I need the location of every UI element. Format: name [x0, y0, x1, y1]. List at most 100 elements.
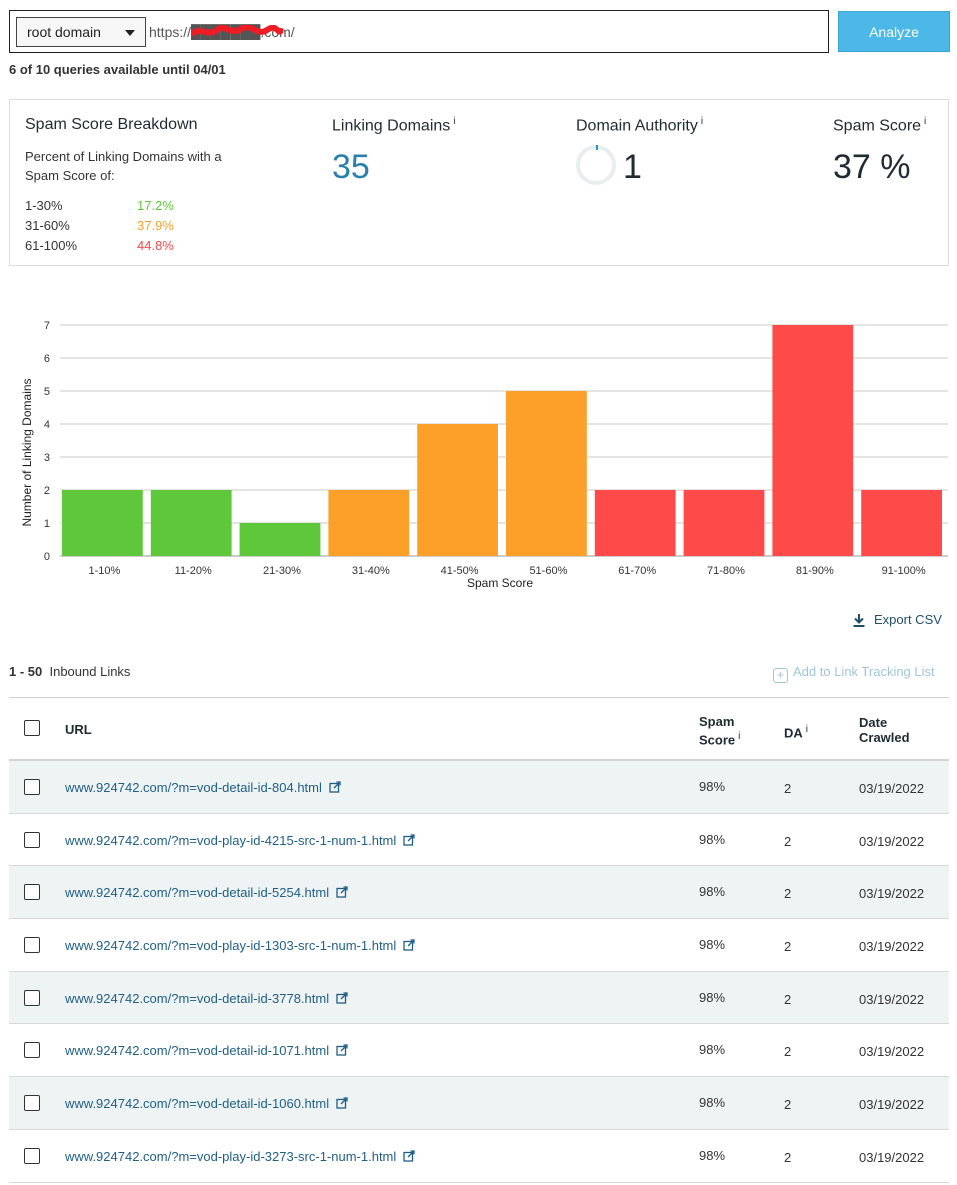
table-row: www.924742.com/?m=vod-detail-id-5254.htm… — [9, 866, 949, 920]
x-tick-label: 21-30% — [263, 565, 301, 577]
table-row: www.924742.com/?m=vod-detail-id-1060.htm… — [9, 1077, 949, 1130]
bar — [328, 490, 410, 556]
da-cell: 2 — [784, 1149, 792, 1165]
breakdown-range: 61-100% — [25, 238, 78, 253]
url-link[interactable]: www.924742.com/?m=vod-play-id-1303-src-1… — [65, 938, 415, 953]
table-header: URL Spam Score i DA i Date Crawled — [9, 697, 949, 761]
y-tick-label: 0 — [44, 551, 50, 563]
breakdown-description: Percent of Linking Domains with a Spam S… — [25, 149, 222, 183]
da-cell: 2 — [784, 1044, 792, 1060]
external-link-icon — [403, 939, 415, 951]
download-icon — [853, 614, 865, 628]
domain-authority-title: Domain Authority i — [576, 116, 704, 135]
x-axis-label: Spam Score — [467, 576, 533, 590]
da-cell: 2 — [784, 939, 792, 955]
column-header-url[interactable]: URL — [65, 722, 92, 737]
y-tick-label: 4 — [44, 419, 50, 431]
date-crawled-cell: 03/19/2022 — [859, 833, 925, 849]
links-table: URL Spam Score i DA i Date Crawled www.924… — [9, 697, 949, 1183]
info-icon[interactable]: i — [738, 731, 741, 742]
plus-icon: + — [773, 668, 788, 683]
scope-select-value: root domain — [27, 24, 101, 40]
external-link-icon — [336, 992, 348, 1004]
url-link[interactable]: www.924742.com/?m=vod-play-id-4215-src-1… — [65, 833, 415, 848]
row-checkbox[interactable] — [24, 831, 40, 848]
da-cell: 2 — [784, 991, 792, 1007]
domain-authority-gauge-fill — [596, 145, 598, 150]
external-link-icon — [336, 1097, 348, 1109]
url-link[interactable]: www.924742.com/?m=vod-play-id-3273-src-1… — [65, 1149, 415, 1164]
x-tick-label: 41-50% — [441, 565, 479, 577]
info-icon[interactable]: i — [805, 724, 809, 735]
breakdown-range: 31-60% — [25, 218, 70, 233]
da-cell: 2 — [784, 1097, 792, 1113]
links-range: 1 - 50 — [9, 664, 43, 679]
da-cell: 2 — [784, 781, 792, 796]
links-label: Inbound Links — [49, 664, 131, 679]
date-crawled-cell: 03/19/2022 — [859, 991, 925, 1007]
external-link-icon — [403, 1150, 415, 1162]
domain-authority-gauge — [576, 145, 616, 185]
table-row: www.924742.com/?m=vod-play-id-3273-src-1… — [9, 1130, 949, 1183]
url-link[interactable]: www.924742.com/?m=vod-detail-id-804.html — [65, 780, 341, 795]
column-header-date-crawled[interactable]: Date Crawled — [859, 715, 910, 745]
table-row: www.924742.com/?m=vod-play-id-4215-src-1… — [9, 814, 949, 867]
add-to-tracking-button[interactable]: + Add to Link Tracking List — [773, 664, 935, 683]
column-header-spam-score[interactable]: Spam Score i — [699, 714, 741, 748]
y-axis-label: Number of Linking Domains — [20, 378, 34, 526]
date-crawled-cell: 03/19/2022 — [859, 1044, 925, 1060]
row-checkbox[interactable] — [24, 989, 40, 1006]
scope-select[interactable]: root domain — [16, 17, 146, 47]
spam-score-cell: 98% — [699, 1147, 726, 1163]
da-cell: 2 — [784, 833, 792, 849]
select-all-checkbox[interactable] — [24, 720, 40, 736]
spam-score-cell: 98% — [699, 884, 726, 900]
bar — [861, 490, 942, 556]
info-icon[interactable]: i — [700, 116, 704, 127]
row-checkbox[interactable] — [24, 779, 40, 795]
info-icon[interactable]: i — [924, 116, 927, 127]
domain-authority-value: 1 — [623, 148, 642, 186]
breakdown-row: 1-30% 17.2% — [25, 198, 174, 213]
linking-domains-title: Linking Domains i — [332, 116, 456, 135]
y-tick-label: 5 — [44, 386, 50, 398]
y-tick-label: 7 — [44, 320, 50, 332]
info-icon[interactable]: i — [453, 116, 456, 127]
date-crawled-cell: 03/19/2022 — [859, 939, 925, 955]
row-checkbox[interactable] — [24, 1095, 40, 1112]
x-tick-label: 51-60% — [529, 565, 567, 577]
y-tick-label: 1 — [44, 518, 50, 530]
chart-canvas: 0 1 2 3 4 5 6 7 1-10% 11-20% 21-30% 31-40% 41-50% 51-… — [20, 320, 948, 590]
chevron-down-icon — [125, 30, 135, 36]
add-tracking-label: Add to Link Tracking List — [793, 664, 935, 679]
url-link[interactable]: www.924742.com/?m=vod-detail-id-3778.htm… — [65, 991, 348, 1006]
y-tick-label: 3 — [44, 452, 50, 464]
bar — [417, 424, 498, 556]
spam-score-cell: 98% — [699, 937, 726, 953]
x-tick-label: 1-10% — [89, 565, 121, 577]
spam-score-chart: 0 1 2 3 4 5 6 7 1-10% 11-20% 21-30% 31-40% 41-50% 51-… — [0, 300, 957, 600]
breakdown-row: 61-100% 44.8% — [25, 238, 174, 253]
search-bar: root domain — [9, 10, 829, 53]
linking-domains-value: 35 — [332, 148, 370, 186]
links-count: 1 - 50 Inbound Links — [9, 664, 130, 679]
row-checkbox[interactable] — [24, 1147, 40, 1164]
bar — [62, 490, 143, 556]
breakdown-title: Spam Score Breakdown — [25, 116, 198, 133]
breakdown-range: 1-30% — [25, 198, 63, 213]
url-link[interactable]: www.924742.com/?m=vod-detail-id-1071.htm… — [65, 1043, 348, 1058]
bar — [772, 325, 854, 556]
spam-score-cell: 98% — [699, 831, 726, 847]
column-header-da[interactable]: DA i — [784, 724, 809, 741]
export-csv-link[interactable]: Export CSV — [852, 612, 942, 628]
url-link[interactable]: www.924742.com/?m=vod-detail-id-5254.htm… — [65, 885, 348, 900]
bar — [506, 391, 587, 556]
row-checkbox[interactable] — [24, 1042, 40, 1059]
url-link[interactable]: www.924742.com/?m=vod-detail-id-1060.htm… — [65, 1096, 348, 1111]
da-cell: 2 — [784, 886, 792, 902]
spam-score-title: Spam Score i — [833, 116, 927, 135]
y-tick-label: 6 — [44, 353, 50, 365]
row-checkbox[interactable] — [24, 937, 40, 954]
analyze-button[interactable]: Analyze — [838, 11, 950, 52]
row-checkbox[interactable] — [24, 884, 40, 901]
